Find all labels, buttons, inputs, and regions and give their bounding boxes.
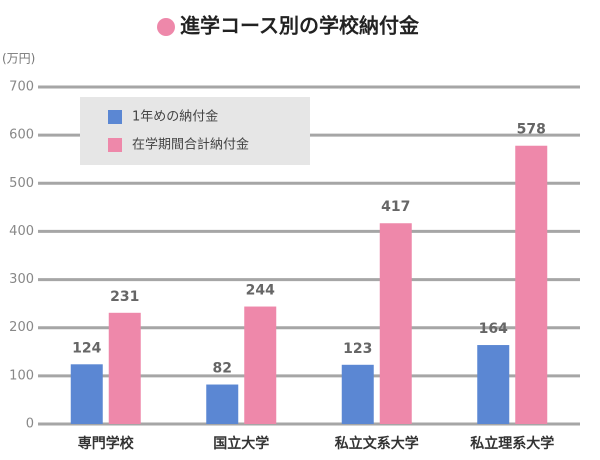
bar [108,312,141,424]
x-tick-label: 国立大学 [213,435,269,452]
value-label: 124 [72,340,101,356]
x-tick-label: 専門学校 [78,435,135,452]
bar [341,364,374,424]
bar [379,223,412,424]
bar [70,364,103,424]
y-tick-label: 400 [9,224,34,239]
title-bullet [157,18,175,36]
bar [244,306,277,424]
y-unit: (万円) [2,52,35,66]
y-tick-label: 600 [9,128,34,143]
value-label: 578 [517,122,546,138]
value-label: 231 [110,289,139,305]
y-tick-label: 100 [9,368,34,383]
x-tick-label: 私立理系大学 [470,435,554,452]
y-tick-label: 500 [9,176,34,191]
y-tick-label: 0 [26,417,34,432]
bar [206,384,239,424]
legend-swatch [108,138,122,152]
legend-box [80,97,310,165]
value-label: 82 [213,361,232,377]
legend-label: 1年めの納付金 [132,109,218,125]
legend-label: 在学期間合計納付金 [132,137,249,153]
x-tick-label: 私立文系大学 [335,435,419,452]
y-tick-label: 300 [9,272,34,287]
bar [515,145,548,424]
y-tick-label: 700 [9,80,34,95]
value-label: 417 [381,199,410,215]
y-tick-label: 200 [9,320,34,335]
bar [477,345,510,424]
value-label: 244 [246,283,275,299]
value-label: 164 [479,321,508,337]
value-label: 123 [343,341,372,357]
legend-swatch [108,110,122,124]
chart-title: 進学コース別の学校納付金 [180,14,420,38]
